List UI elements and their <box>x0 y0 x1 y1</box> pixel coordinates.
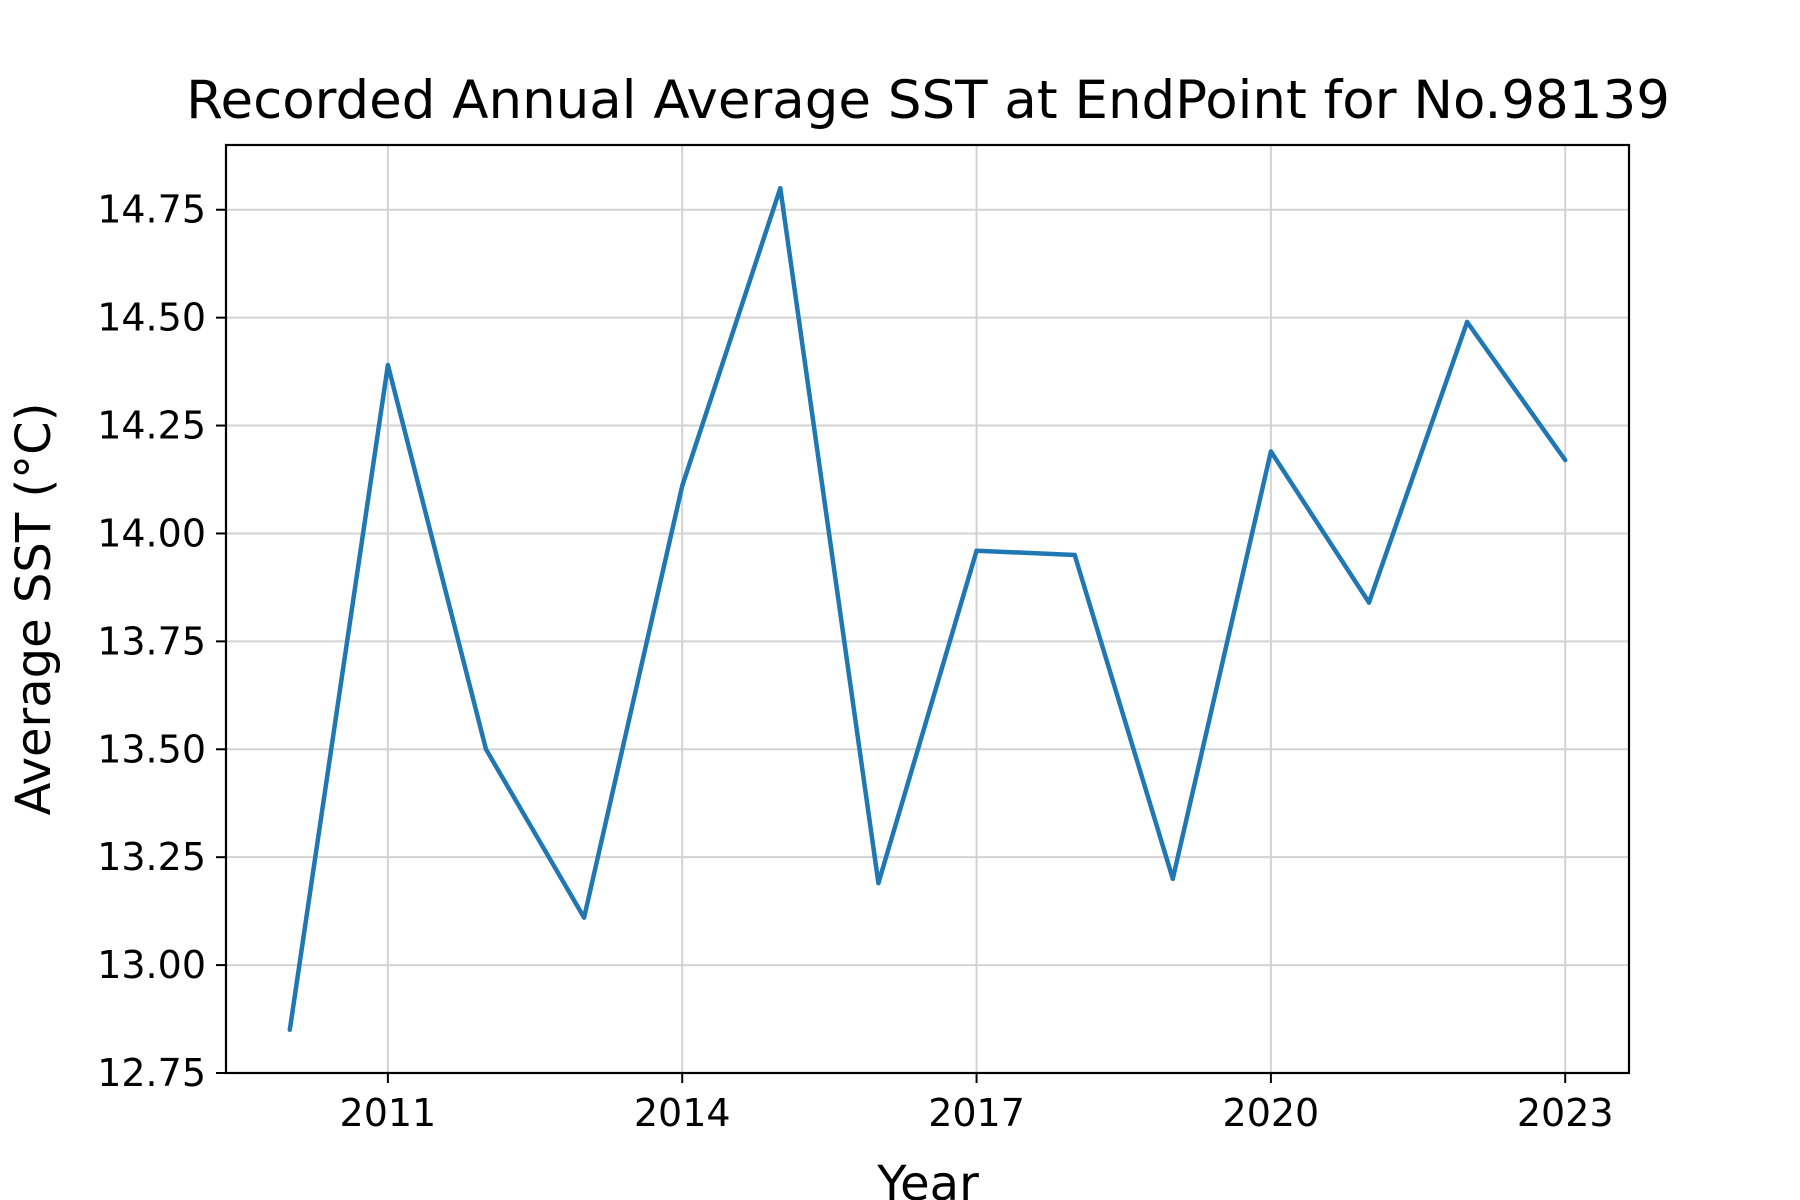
data-point-2020 <box>1268 449 1274 454</box>
data-point-2010 <box>287 1027 292 1033</box>
chart-title: Recorded Annual Average SST at EndPoint … <box>186 70 1670 131</box>
x-tick-label: 2023 <box>1517 1091 1614 1135</box>
x-tick-label: 2014 <box>634 1091 731 1135</box>
data-point-2012 <box>483 747 489 752</box>
x-axis-ticks: 2011 2014 2017 2020 2023 <box>340 1073 1614 1135</box>
x-tick-label: 2011 <box>340 1091 437 1135</box>
y-tick-label: 13.25 <box>97 835 206 879</box>
data-point-2018 <box>1072 552 1077 558</box>
y-tick-label: 14.50 <box>97 296 206 340</box>
grid-lines <box>226 145 1629 1074</box>
series-line-0 <box>287 185 1568 1031</box>
y-axis-ticks: 12.75 13.00 13.25 13.50 13.75 14.00 14.25 14.50… <box>97 188 226 1095</box>
x-tick-label: 2020 <box>1223 1091 1320 1135</box>
data-point-2015 <box>778 185 783 191</box>
data-point-2021 <box>1366 600 1372 605</box>
y-tick-label: 14.75 <box>97 188 206 232</box>
data-point-2019 <box>1170 876 1175 881</box>
data-point-2013 <box>581 915 587 920</box>
plot-frame <box>224 143 1631 1075</box>
series-layer <box>287 185 1568 1033</box>
y-axis-label: Average SST (°C) <box>6 403 62 816</box>
data-point-2016 <box>876 880 881 886</box>
data-point-2014 <box>680 483 685 489</box>
data-point-2023 <box>1563 457 1568 463</box>
x-tick-label: 2017 <box>928 1091 1025 1135</box>
data-point-2022 <box>1464 319 1470 325</box>
y-tick-label: 13.50 <box>97 727 206 771</box>
y-tick-label: 14.25 <box>97 404 206 448</box>
y-tick-label: 13.75 <box>97 619 206 663</box>
data-point-2011 <box>385 362 391 368</box>
y-tick-label: 12.75 <box>97 1051 206 1095</box>
data-point-2017 <box>974 548 979 553</box>
y-tick-label: 14.00 <box>97 511 206 555</box>
x-axis-label: Year <box>876 1156 979 1200</box>
y-tick-label: 13.00 <box>97 943 206 987</box>
